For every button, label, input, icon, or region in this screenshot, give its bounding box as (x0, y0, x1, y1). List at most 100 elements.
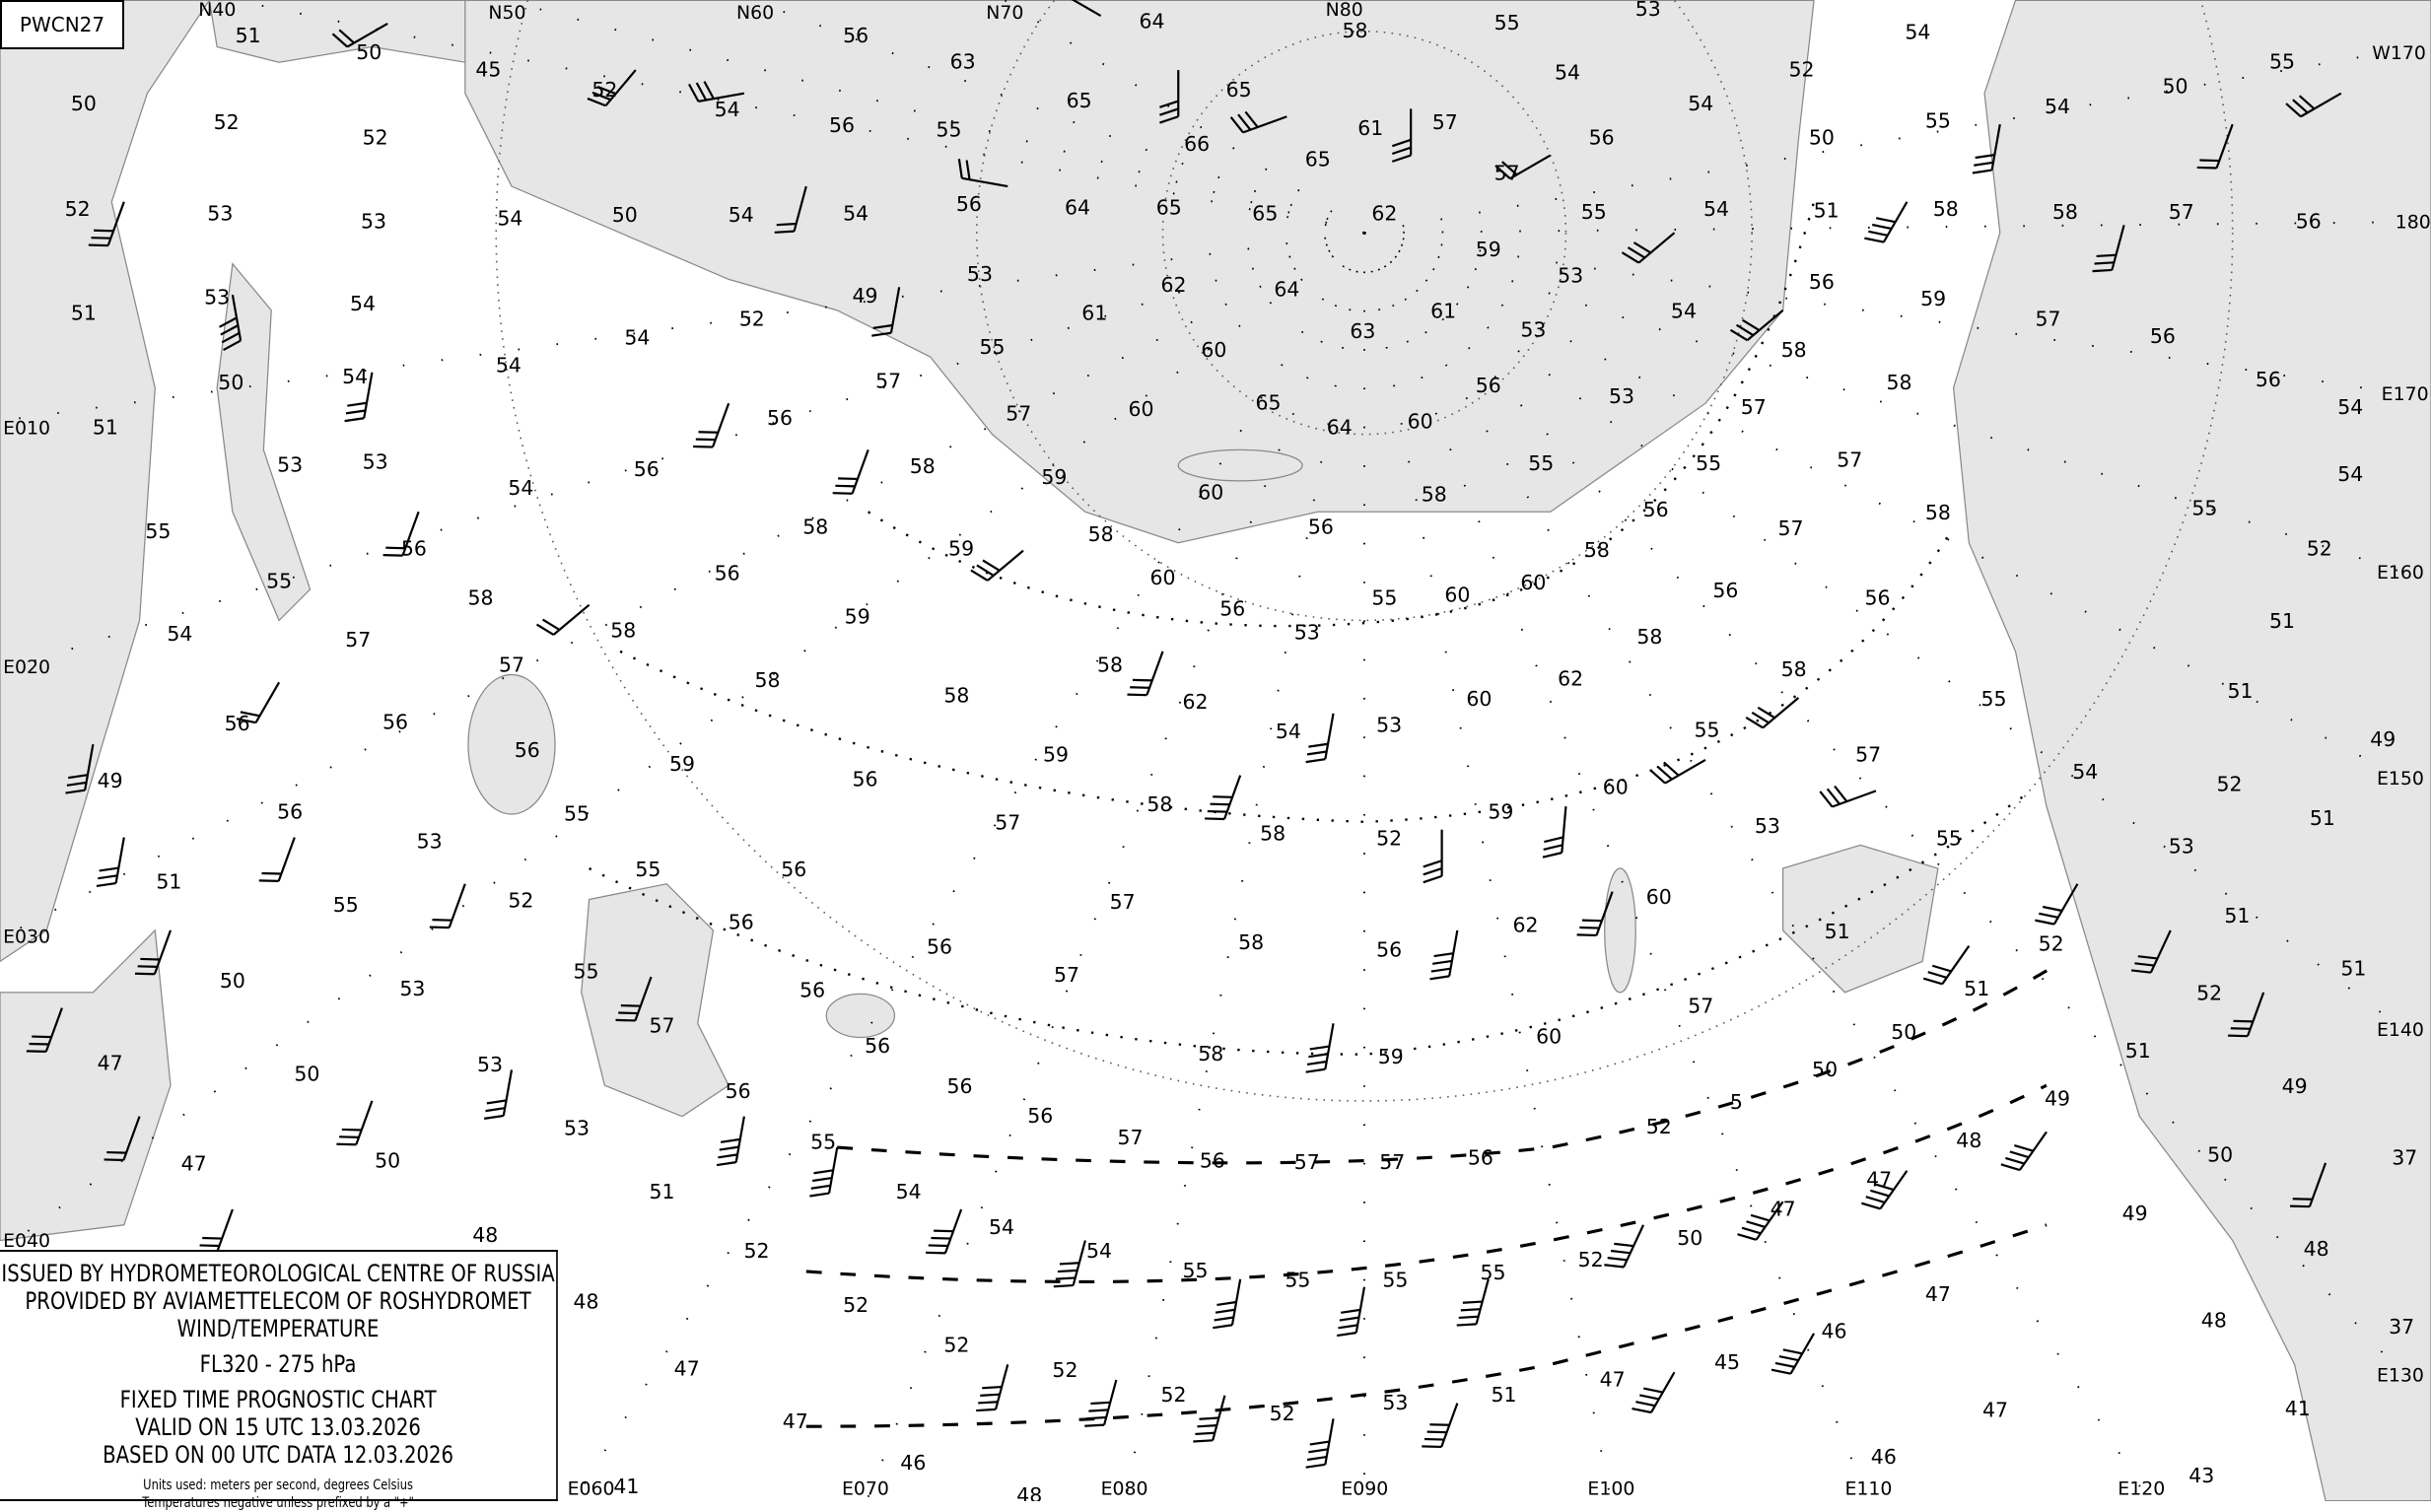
temperature-label: 56 (1643, 498, 1669, 521)
temperature-label: 50 (218, 371, 243, 394)
temperature-label: 41 (2285, 1397, 2311, 1420)
temperature-label: 59 (948, 536, 974, 560)
temperature-label: 52 (1578, 1248, 1604, 1271)
temperature-label: 55 (573, 960, 598, 984)
wind-barb (1576, 891, 1614, 937)
temperature-label: 54 (1555, 61, 1580, 85)
temperature-label: 46 (1871, 1445, 1897, 1469)
temperature-label: 47 (98, 1051, 123, 1074)
temperature-label: 58 (754, 668, 780, 692)
wind-barb (1745, 697, 1800, 729)
temperature-label: 57 (1494, 162, 1520, 185)
wind-barb (926, 1208, 963, 1255)
sea-area (464, 0, 1815, 544)
temperature-label: 56 (927, 935, 952, 959)
temperature-label: 62 (1183, 690, 1209, 714)
temperature-label: 55 (1183, 1259, 1209, 1282)
temperature-label: 59 (1043, 743, 1069, 767)
sea-area (825, 993, 896, 1039)
temperature-label: 47 (783, 1409, 808, 1433)
temperature-label: 47 (1600, 1367, 1626, 1391)
graticule-label: E150 (2377, 768, 2424, 790)
temperature-label: 57 (1688, 994, 1713, 1017)
temperature-label: 58 (1097, 653, 1123, 676)
wind-barb (1053, 1240, 1086, 1288)
temperature-label: 49 (98, 769, 123, 792)
temperature-label: 56 (1589, 126, 1615, 150)
wind-barb (957, 159, 1008, 188)
legend-valid-time: VALID ON 15 UTC 13.03.2026 (135, 1413, 421, 1441)
temperature-label: 56 (1200, 1149, 1225, 1173)
temperature-label: 60 (1603, 776, 1629, 799)
temperature-label: 49 (2282, 1074, 2308, 1098)
temperature-label: 51 (1964, 977, 1989, 1000)
wind-barb (88, 201, 125, 247)
temperature-label: 58 (1088, 522, 1114, 546)
temperature-label: 48 (1016, 1483, 1042, 1501)
temperature-label: 53 (1376, 714, 1402, 737)
wind-barb (2000, 1131, 2048, 1172)
wind-barb (331, 22, 388, 48)
temperature-label: 57 (1054, 963, 1079, 987)
temperature-label: 56 (1476, 374, 1501, 397)
temperature-label: 58 (802, 515, 828, 538)
wind-barb (1632, 1371, 1676, 1414)
graticule-label: N40 (198, 0, 236, 21)
temperature-label: 59 (1488, 800, 1513, 824)
temperature-label: 58 (910, 454, 936, 478)
temperature-label: 54 (1688, 92, 1713, 115)
temperature-label: 58 (1238, 930, 1264, 954)
graticule-label: E060 (568, 1478, 615, 1499)
temperature-label: 48 (2304, 1237, 2329, 1261)
temperature-label: 55 (333, 893, 359, 917)
graticule-label: N50 (488, 2, 525, 24)
temperature-label: 51 (2125, 1039, 2151, 1063)
temperature-label: 58 (1198, 1042, 1223, 1065)
wind-barb (535, 603, 590, 636)
temperature-label: 65 (1305, 148, 1331, 172)
temperature-label: 57 (1432, 110, 1458, 134)
wind-barb (104, 1116, 141, 1162)
temperature-label: 51 (650, 1180, 675, 1203)
temperature-label: 56 (781, 858, 806, 881)
temperature-label: 60 (1129, 397, 1154, 421)
temperature-label: 53 (417, 830, 443, 854)
temperature-label: 60 (1201, 338, 1226, 362)
temperature-label: 55 (1382, 1269, 1408, 1292)
temperature-label: 56 (2256, 368, 2281, 391)
temperature-label: 51 (1825, 920, 1850, 943)
temperature-label: 51 (71, 301, 97, 324)
legend-box: ISSUED BY HYDROMETEOROLOGICAL CENTRE OF … (0, 1250, 558, 1511)
temperature-label: 58 (943, 684, 969, 708)
temperature-label: 49 (853, 284, 878, 308)
graticule-label: N60 (736, 2, 774, 24)
temperature-label: 58 (468, 586, 494, 610)
temperature-label: 51 (2228, 679, 2254, 703)
temperature-label: 57 (1741, 395, 1767, 419)
temperature-label: 50 (2162, 75, 2188, 99)
wind-barb (2092, 225, 2125, 273)
temperature-label: 48 (573, 1290, 598, 1314)
wind-barb (1456, 1278, 1490, 1327)
temperature-label: 53 (207, 202, 233, 226)
temperature-label: 64 (1327, 416, 1353, 440)
latitude-circle (1161, 30, 1567, 436)
graticule-label: E090 (1341, 1478, 1388, 1499)
temperature-label: 56 (853, 768, 878, 791)
temperature-label: 52 (1270, 1402, 1295, 1425)
temperature-label: 58 (1925, 501, 1951, 524)
temperature-label: 50 (612, 203, 638, 227)
temperature-label: 56 (799, 979, 825, 1002)
temperature-label: 57 (1006, 402, 1031, 426)
graticule-label: E130 (2377, 1365, 2424, 1387)
temperature-label: 53 (204, 286, 230, 309)
temperature-label: 56 (225, 712, 250, 735)
wind-barb (2228, 992, 2265, 1038)
temperature-label: 56 (401, 536, 427, 560)
temperature-label: 47 (1982, 1399, 2008, 1422)
sea-area (1604, 867, 1636, 994)
wind-barb (1305, 713, 1335, 764)
legend-product: WIND/TEMPERATURE (176, 1315, 380, 1342)
